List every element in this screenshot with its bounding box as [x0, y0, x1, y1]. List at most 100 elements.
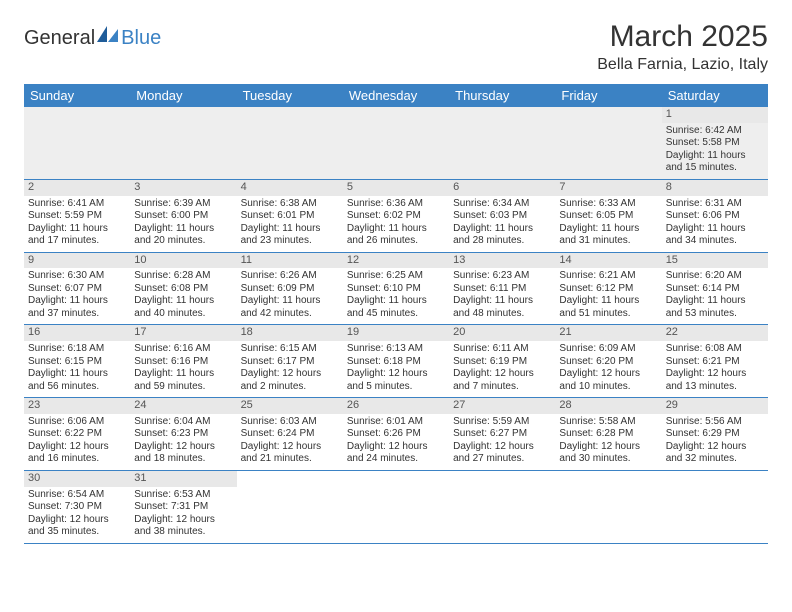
day-detail: Sunrise: 6:39 AM [134, 198, 232, 211]
day-detail: Daylight: 11 hours [134, 295, 232, 308]
day-detail: Sunset: 6:05 PM [559, 210, 657, 223]
day-detail: Daylight: 11 hours [28, 223, 126, 236]
day-detail: Daylight: 11 hours [666, 295, 764, 308]
day-header: Wednesday [343, 84, 449, 107]
day-number: 22 [662, 325, 768, 341]
day-cell: 27Sunrise: 5:59 AMSunset: 6:27 PMDayligh… [449, 398, 555, 470]
week-row: 1Sunrise: 6:42 AMSunset: 5:58 PMDaylight… [24, 107, 768, 180]
day-detail: Sunset: 6:11 PM [453, 283, 551, 296]
day-cell: 25Sunrise: 6:03 AMSunset: 6:24 PMDayligh… [237, 398, 343, 470]
day-cell: 23Sunrise: 6:06 AMSunset: 6:22 PMDayligh… [24, 398, 130, 470]
day-cell: 24Sunrise: 6:04 AMSunset: 6:23 PMDayligh… [130, 398, 236, 470]
day-cell: 8Sunrise: 6:31 AMSunset: 6:06 PMDaylight… [662, 180, 768, 252]
day-cell: 28Sunrise: 5:58 AMSunset: 6:28 PMDayligh… [555, 398, 661, 470]
day-detail: Sunrise: 6:21 AM [559, 270, 657, 283]
day-header: Thursday [449, 84, 555, 107]
day-cell: 20Sunrise: 6:11 AMSunset: 6:19 PMDayligh… [449, 325, 555, 397]
day-detail: and 40 minutes. [134, 308, 232, 321]
day-cell: 11Sunrise: 6:26 AMSunset: 6:09 PMDayligh… [237, 253, 343, 325]
day-detail: Sunrise: 6:54 AM [28, 489, 126, 502]
day-cell [449, 107, 555, 179]
day-detail: Sunrise: 6:06 AM [28, 416, 126, 429]
day-detail: and 37 minutes. [28, 308, 126, 321]
day-detail: Daylight: 11 hours [241, 295, 339, 308]
day-detail: Daylight: 12 hours [453, 368, 551, 381]
day-detail: Sunrise: 6:38 AM [241, 198, 339, 211]
day-detail: and 10 minutes. [559, 381, 657, 394]
day-number: 6 [449, 180, 555, 196]
day-detail: Sunset: 6:22 PM [28, 428, 126, 441]
day-number: 2 [24, 180, 130, 196]
day-detail: Daylight: 12 hours [134, 441, 232, 454]
day-cell: 3Sunrise: 6:39 AMSunset: 6:00 PMDaylight… [130, 180, 236, 252]
day-detail: Sunset: 6:10 PM [347, 283, 445, 296]
day-detail: Sunset: 6:09 PM [241, 283, 339, 296]
day-detail: Sunrise: 5:58 AM [559, 416, 657, 429]
day-detail: Sunrise: 5:59 AM [453, 416, 551, 429]
day-number: 27 [449, 398, 555, 414]
day-detail: and 30 minutes. [559, 453, 657, 466]
day-cell: 22 Sunrise: 6:08 AMSunset: 6:21 PMDayligh… [662, 325, 768, 397]
day-number: 16 [24, 325, 130, 341]
day-detail: Daylight: 12 hours [559, 441, 657, 454]
day-detail: Sunset: 6:03 PM [453, 210, 551, 223]
day-detail: and 45 minutes. [347, 308, 445, 321]
day-detail: Sunset: 6:02 PM [347, 210, 445, 223]
day-detail: and 51 minutes. [559, 308, 657, 321]
day-detail: Sunrise: 6:41 AM [28, 198, 126, 211]
day-cell [24, 107, 130, 179]
day-detail: Daylight: 11 hours [666, 223, 764, 236]
week-row: 23Sunrise: 6:06 AMSunset: 6:22 PMDayligh… [24, 398, 768, 471]
day-detail: Daylight: 12 hours [134, 514, 232, 527]
day-cell: 16Sunrise: 6:18 AMSunset: 6:15 PMDayligh… [24, 325, 130, 397]
day-detail: and 5 minutes. [347, 381, 445, 394]
day-cell: 18Sunrise: 6:15 AMSunset: 6:17 PMDayligh… [237, 325, 343, 397]
day-number: 5 [343, 180, 449, 196]
day-detail: Sunrise: 6:20 AM [666, 270, 764, 283]
month-title: March 2025 [597, 20, 768, 54]
day-detail: Sunset: 6:16 PM [134, 356, 232, 369]
day-detail: Sunset: 7:31 PM [134, 501, 232, 514]
week-row: 9Sunrise: 6:30 AMSunset: 6:07 PMDaylight… [24, 253, 768, 326]
day-detail: Sunset: 6:29 PM [666, 428, 764, 441]
day-cell: 19Sunrise: 6:13 AMSunset: 6:18 PMDayligh… [343, 325, 449, 397]
day-detail: Sunrise: 6:26 AM [241, 270, 339, 283]
day-number: 31 [130, 471, 236, 487]
day-detail: and 7 minutes. [453, 381, 551, 394]
day-detail: Sunset: 6:06 PM [666, 210, 764, 223]
day-detail: and 56 minutes. [28, 381, 126, 394]
day-number: 15 [662, 253, 768, 269]
day-number: 19 [343, 325, 449, 341]
day-number: 18 [237, 325, 343, 341]
day-detail: and 18 minutes. [134, 453, 232, 466]
day-number: 12 [343, 253, 449, 269]
day-detail: and 42 minutes. [241, 308, 339, 321]
calendar: Sunday Monday Tuesday Wednesday Thursday… [24, 84, 768, 544]
day-number: 11 [237, 253, 343, 269]
day-detail: Daylight: 11 hours [666, 150, 764, 163]
day-detail: Daylight: 11 hours [134, 368, 232, 381]
day-detail: and 26 minutes. [347, 235, 445, 248]
day-cell: 4Sunrise: 6:38 AMSunset: 6:01 PMDaylight… [237, 180, 343, 252]
sail-icon [97, 26, 119, 50]
day-detail: Daylight: 12 hours [666, 368, 764, 381]
day-detail: Sunrise: 6:08 AM [666, 343, 764, 356]
day-detail: and 27 minutes. [453, 453, 551, 466]
day-detail: Daylight: 11 hours [347, 295, 445, 308]
day-detail: Daylight: 12 hours [453, 441, 551, 454]
day-detail: and 21 minutes. [241, 453, 339, 466]
day-detail: Sunset: 6:00 PM [134, 210, 232, 223]
day-detail: Sunset: 6:23 PM [134, 428, 232, 441]
day-header: Sunday [24, 84, 130, 107]
day-detail: Sunrise: 6:04 AM [134, 416, 232, 429]
day-detail: Sunrise: 6:03 AM [241, 416, 339, 429]
day-detail: Sunrise: 5:56 AM [666, 416, 764, 429]
day-cell [449, 471, 555, 543]
day-number: 30 [24, 471, 130, 487]
day-number: 26 [343, 398, 449, 414]
day-detail: and 23 minutes. [241, 235, 339, 248]
day-detail: Sunset: 6:18 PM [347, 356, 445, 369]
day-cell: 5Sunrise: 6:36 AMSunset: 6:02 PMDaylight… [343, 180, 449, 252]
day-detail: Sunset: 6:21 PM [666, 356, 764, 369]
day-detail: and 2 minutes. [241, 381, 339, 394]
